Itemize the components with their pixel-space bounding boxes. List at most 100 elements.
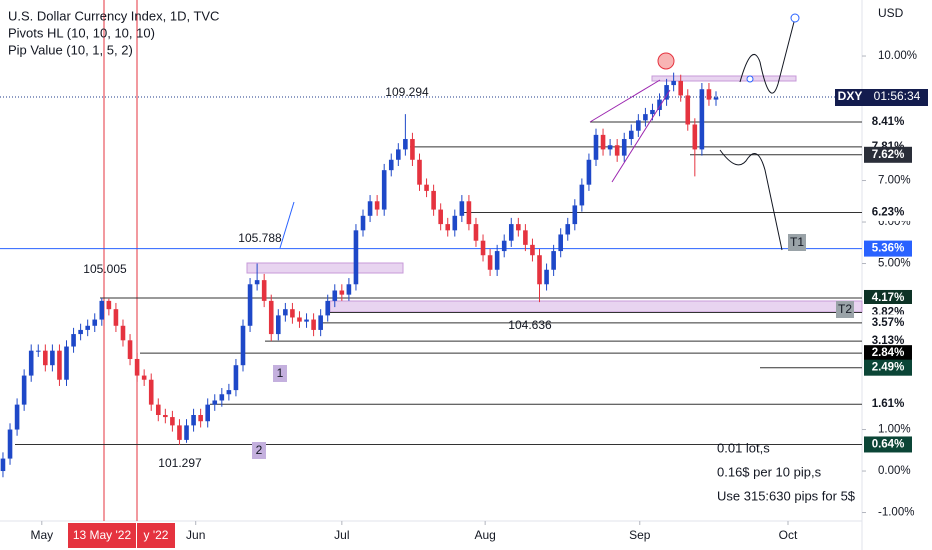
candle-body	[21, 375, 27, 405]
level-tag	[863, 113, 913, 131]
candle-body	[332, 290, 338, 301]
candle-body	[537, 255, 542, 285]
candle-body	[353, 230, 359, 285]
indicator: Pivots HL (10, 10, 10, 10)	[8, 25, 155, 40]
candle-body	[494, 251, 500, 270]
candle-body	[99, 300, 105, 320]
candle-body	[0, 458, 6, 472]
x-tick-label: Jun	[186, 528, 205, 542]
crosshair-tag	[137, 523, 175, 548]
candle-body	[92, 319, 98, 326]
candle-body	[593, 134, 599, 160]
candle-body	[290, 309, 295, 318]
candle-body	[452, 215, 458, 231]
candle-body	[226, 390, 232, 395]
candle-body	[516, 224, 521, 231]
candle-body	[318, 315, 323, 330]
candle-body	[657, 99, 662, 110]
candle-body	[410, 139, 415, 160]
candle-body	[57, 350, 62, 380]
candle-body	[35, 350, 41, 352]
candle-body	[713, 97, 719, 100]
annotation: 105.788	[238, 231, 282, 245]
zone-label-box	[836, 301, 854, 318]
x-tick-label: Jul	[334, 528, 349, 542]
indicator: Pip Value (10, 1, 5, 2)	[8, 42, 133, 57]
candle-body	[177, 425, 182, 440]
candle-body	[163, 415, 168, 418]
candle-body	[14, 404, 20, 430]
zone-label-box	[273, 365, 287, 382]
level-tag	[864, 345, 912, 362]
x-tick-label: May	[30, 528, 53, 542]
marker	[657, 52, 675, 70]
candle-body	[191, 415, 196, 426]
y-tick-label: 0.00%	[878, 465, 911, 477]
x-tick-label: Oct	[779, 528, 798, 542]
projection	[739, 17, 796, 94]
candle-body	[205, 404, 210, 422]
candle-body	[636, 120, 641, 131]
x-tick-label: Aug	[474, 528, 495, 542]
candle-body	[381, 170, 387, 210]
candle-body	[445, 224, 451, 231]
candle-body	[374, 201, 380, 210]
level-label: 6.23%	[872, 207, 905, 219]
candle-body	[297, 317, 302, 322]
candle-body	[233, 365, 239, 391]
zone-label: T1	[790, 235, 804, 249]
candle-body	[346, 284, 352, 295]
level-label: 8.41%	[872, 116, 905, 128]
candle-body	[71, 334, 76, 347]
zone-label-box	[788, 234, 806, 251]
level-label: 5.36%	[872, 243, 905, 255]
countdown-tag	[866, 89, 928, 106]
info: 0.16$ per 10 pip,s	[717, 464, 822, 479]
candle-body	[692, 124, 698, 150]
candle-body	[155, 404, 161, 416]
projection	[279, 201, 295, 249]
y-tick-label: 10.00%	[878, 50, 917, 62]
candle-body	[523, 230, 528, 245]
candle-body	[339, 290, 345, 295]
symbol: DXY	[838, 89, 863, 103]
candle-body	[572, 205, 578, 225]
candle-body	[473, 224, 479, 241]
annotation: 101.297	[158, 456, 202, 470]
candle-body	[459, 201, 465, 216]
candle-body	[28, 350, 34, 376]
candle-body	[261, 280, 267, 301]
candle-body	[579, 184, 585, 206]
candle-body	[141, 375, 147, 380]
candle-body	[254, 280, 260, 285]
annotation: 104.636	[508, 318, 552, 332]
candle-body	[247, 284, 253, 326]
level-tag	[863, 314, 913, 332]
countdown: 01:56:34	[874, 89, 921, 103]
candle-body	[170, 417, 175, 426]
candle-body	[268, 300, 274, 335]
zone-label: 1	[277, 366, 284, 380]
candle-body	[678, 80, 684, 96]
candle-body	[643, 114, 648, 121]
zone	[651, 75, 797, 82]
marker	[790, 13, 800, 23]
candle-body	[621, 139, 627, 156]
candle-body	[671, 80, 676, 86]
y-tick-label: 7.00%	[878, 175, 911, 187]
candle-body	[607, 145, 613, 150]
level-tag	[864, 289, 912, 306]
currency: USD	[878, 6, 904, 20]
level-label: 3.13%	[872, 335, 905, 347]
zone-label: 2	[256, 443, 263, 457]
candle-body	[184, 425, 189, 440]
candle-body	[120, 325, 126, 341]
crosshair-tag	[68, 523, 136, 548]
candle-body	[403, 139, 408, 150]
level-label: 3.57%	[872, 317, 905, 329]
symbol-tag	[835, 89, 866, 106]
zone	[329, 300, 863, 313]
candle-body	[544, 269, 549, 285]
candle-body	[64, 346, 69, 380]
candle-body	[198, 415, 203, 422]
